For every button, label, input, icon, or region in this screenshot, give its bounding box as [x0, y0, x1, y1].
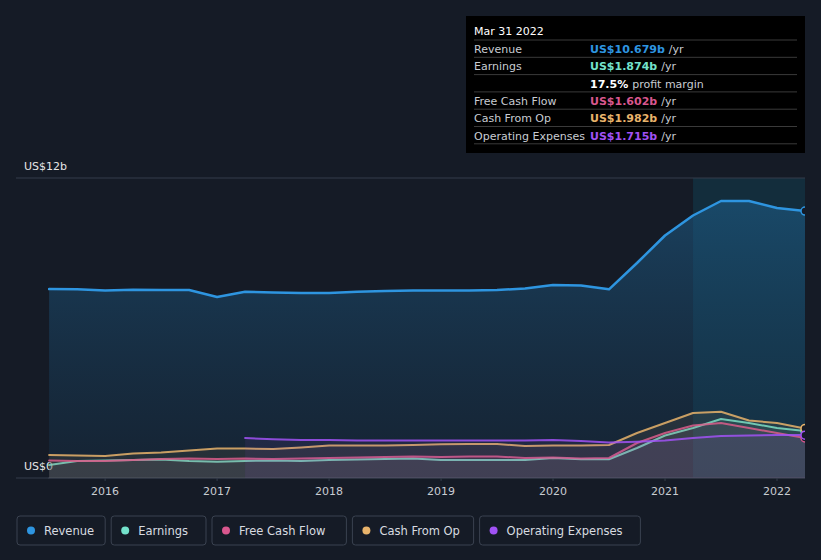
- tooltip-label: Free Cash Flow: [474, 95, 557, 108]
- legend-label: Free Cash Flow: [239, 524, 325, 538]
- series-line: [49, 201, 805, 297]
- legend-swatch: [222, 527, 230, 535]
- x-tick: [105, 478, 106, 481]
- y-tick-label: US$12b: [24, 160, 67, 173]
- x-tick: [217, 478, 218, 481]
- end-dot: [801, 431, 805, 439]
- legend-box: [111, 516, 206, 545]
- legend-swatch: [362, 527, 370, 535]
- grid-line: [16, 178, 805, 179]
- tooltip-unit: /yr: [669, 43, 684, 56]
- series-area: [49, 412, 805, 478]
- tooltip-value: 17.5% profit margin: [590, 78, 704, 91]
- tooltip-unit: /yr: [661, 95, 676, 108]
- tooltip-separator: [474, 91, 797, 92]
- end-dots: [801, 207, 805, 442]
- legend-swatch: [27, 527, 35, 535]
- legend-item[interactable]: Free Cash Flow: [212, 516, 346, 545]
- tooltip-value-number: US$10.679b: [590, 43, 665, 56]
- x-tick-label: 2019: [427, 485, 455, 498]
- tooltip-separator: [474, 40, 797, 41]
- tooltip-value: US$1.715b/yr: [590, 130, 676, 143]
- tooltip-separator: [474, 109, 797, 110]
- x-tick: [441, 478, 442, 481]
- x-tick: [329, 478, 330, 481]
- x-tick: [553, 478, 554, 481]
- tooltip-value-number: US$1.874b: [590, 60, 657, 73]
- tooltip-unit: /yr: [661, 60, 676, 73]
- tooltip-value: US$10.679b/yr: [590, 43, 684, 56]
- legend-label: Operating Expenses: [507, 524, 623, 538]
- tooltip-value-number: 17.5%: [590, 78, 628, 91]
- legend-label: Revenue: [44, 524, 94, 538]
- tooltip-unit: profit margin: [632, 78, 704, 91]
- tooltip-value-number: US$1.715b: [590, 130, 657, 143]
- tooltip-value: US$1.602b/yr: [590, 95, 676, 108]
- legend-box: [480, 516, 641, 545]
- series-line: [245, 435, 805, 443]
- tooltip-unit: /yr: [661, 130, 676, 143]
- plot-area: [49, 201, 805, 478]
- legend-item[interactable]: Cash From Op: [352, 516, 473, 545]
- x-tick-label: 2018: [315, 485, 343, 498]
- background: [0, 0, 821, 560]
- legend-item[interactable]: Revenue: [17, 516, 105, 545]
- tooltip: Mar 31 2022 Revenue US$10.679b/yr Earnings U…: [466, 16, 805, 153]
- y-tick-label: US$0: [24, 460, 53, 473]
- legend-item[interactable]: Operating Expenses: [480, 516, 641, 545]
- tooltip-value: US$1.874b/yr: [590, 60, 676, 73]
- tooltip-box: [466, 16, 805, 153]
- legend-box: [212, 516, 346, 545]
- tooltip-label: Cash From Op: [474, 112, 551, 125]
- legend-label: Cash From Op: [379, 524, 460, 538]
- tooltip-separator: [474, 126, 797, 127]
- legend-box: [352, 516, 473, 545]
- tooltip-separator: [474, 57, 797, 58]
- legend-swatch: [490, 527, 498, 535]
- x-tick-label: 2022: [763, 485, 791, 498]
- tooltip-separator: [474, 74, 797, 75]
- x-tick-label: 2016: [91, 485, 119, 498]
- tooltip-value-number: US$1.602b: [590, 95, 657, 108]
- end-dot: [801, 207, 805, 215]
- series-area: [245, 435, 805, 478]
- tooltip-separator: [474, 143, 797, 144]
- tooltip-value: US$1.982b/yr: [590, 112, 676, 125]
- tooltip-value-number: US$1.982b: [590, 112, 657, 125]
- x-tick: [665, 478, 666, 481]
- x-tick-label: 2017: [203, 485, 231, 498]
- series-area: [49, 201, 805, 478]
- x-tick-label: 2020: [539, 485, 567, 498]
- tooltip-label: Revenue: [474, 43, 522, 56]
- legend-item[interactable]: Earnings: [111, 516, 206, 545]
- x-tick: [777, 478, 778, 481]
- tooltip-label: Earnings: [474, 60, 522, 73]
- tooltip-label: Operating Expenses: [474, 130, 585, 143]
- x-tick-label: 2021: [651, 485, 679, 498]
- tooltip-title: Mar 31 2022: [474, 25, 544, 38]
- chart: US$0 US$12b 2016 2017 2018 2019 2020 2021 2022 Ma…: [0, 0, 821, 560]
- tooltip-unit: /yr: [661, 112, 676, 125]
- legend-label: Earnings: [138, 524, 188, 538]
- legend-box: [17, 516, 105, 545]
- legend-swatch: [121, 527, 129, 535]
